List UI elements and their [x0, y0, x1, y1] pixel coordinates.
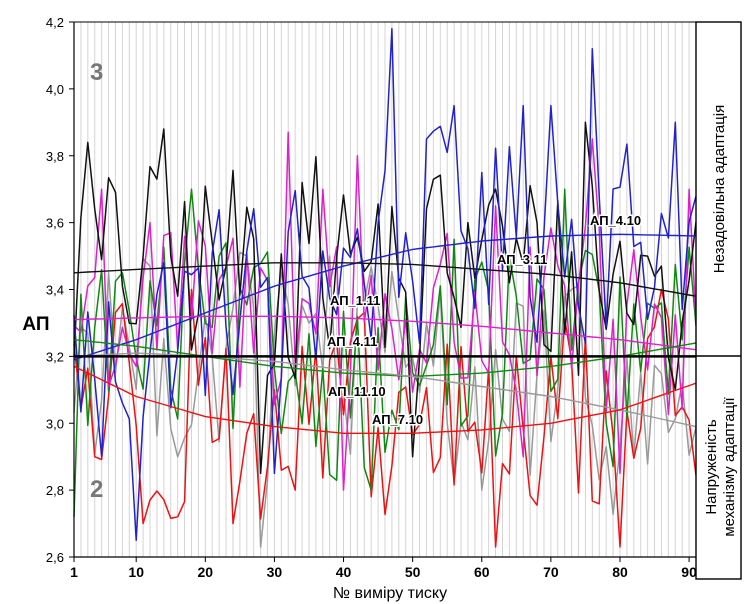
y-tick-label: 3,2 [46, 349, 64, 364]
y-tick-label: 4,2 [46, 15, 64, 30]
series-label-АП_1.11: АП_1.11 [330, 293, 380, 308]
series-noise-АП_7.10 [73, 288, 697, 548]
y-tick-label: 3,4 [46, 283, 64, 298]
zone-lower-text-line1: Напруженість [703, 419, 720, 515]
series-trend-АП_1.11 [73, 315, 697, 351]
x-tick-label: 70 [543, 564, 559, 580]
x-tick-labels: 1 10 20 30 40 50 60 70 80 90 [70, 557, 697, 580]
series-trend-АП_7.10 [73, 365, 697, 434]
zone-upper-number: 3 [90, 59, 103, 86]
series-noise-АП_11.10 [73, 251, 697, 548]
y-tick-label: 2,8 [46, 483, 64, 498]
x-tick-label: 90 [681, 564, 697, 580]
x-tick-label: 1 [70, 564, 78, 580]
y-tick-label: 3,8 [46, 149, 64, 164]
y-tick-label: 4,0 [46, 82, 64, 97]
zone-panel-frame [695, 21, 742, 580]
series-trend-lines [73, 233, 697, 434]
x-tick-label: 40 [336, 564, 352, 580]
series-label-АП_4.11: АП_4.11 [327, 334, 377, 349]
series-labels: АП_4.10 АП_3.11 АП_1.11 АП_4.11 АП_11.10 АП_7… [326, 212, 643, 429]
y-axis-label: АП [22, 314, 49, 335]
x-tick-label: 20 [198, 564, 214, 580]
y-tick-labels: 2,6 2,8 3,0 3,2 3,4 3,6 3,8 4,0 4,2 [46, 15, 74, 565]
x-tick-label: 50 [405, 564, 421, 580]
zone-upper-text: Незадовільна адаптація [711, 105, 728, 273]
series-noise-АП_4.10 [73, 27, 697, 542]
series-trend-АП_4.11 [73, 339, 697, 378]
series-label-АП_3.11: АП_3.11 [497, 252, 547, 267]
series-noise-АП_4.11 [73, 188, 697, 517]
x-axis-label: № виміру тиску [333, 585, 447, 602]
series-noise-lines [73, 27, 697, 548]
series-label-АП_11.10: АП_11.10 [328, 384, 386, 399]
series-trend-АП_11.10 [73, 352, 697, 428]
y-tick-label: 2,6 [46, 550, 64, 565]
series-trend-АП_3.11 [73, 262, 697, 297]
x-tick-label: 30 [267, 564, 283, 580]
x-tick-label: 10 [128, 564, 144, 580]
series-label-АП_4.10: АП_4.10 [590, 213, 641, 228]
x-tick-label: 60 [474, 564, 490, 580]
series-label-АП_7.10: АП_7.10 [372, 412, 423, 427]
y-tick-label: 3,6 [46, 216, 64, 231]
zone-lower-number: 2 [90, 476, 103, 503]
series-noise-АП_3.11 [73, 121, 697, 475]
x-tick-label: 80 [612, 564, 628, 580]
zone-lower-text-line2: механізму адаптації [721, 397, 738, 537]
y-tick-label: 3,0 [46, 416, 64, 431]
series-trend-АП_4.10 [73, 233, 697, 361]
